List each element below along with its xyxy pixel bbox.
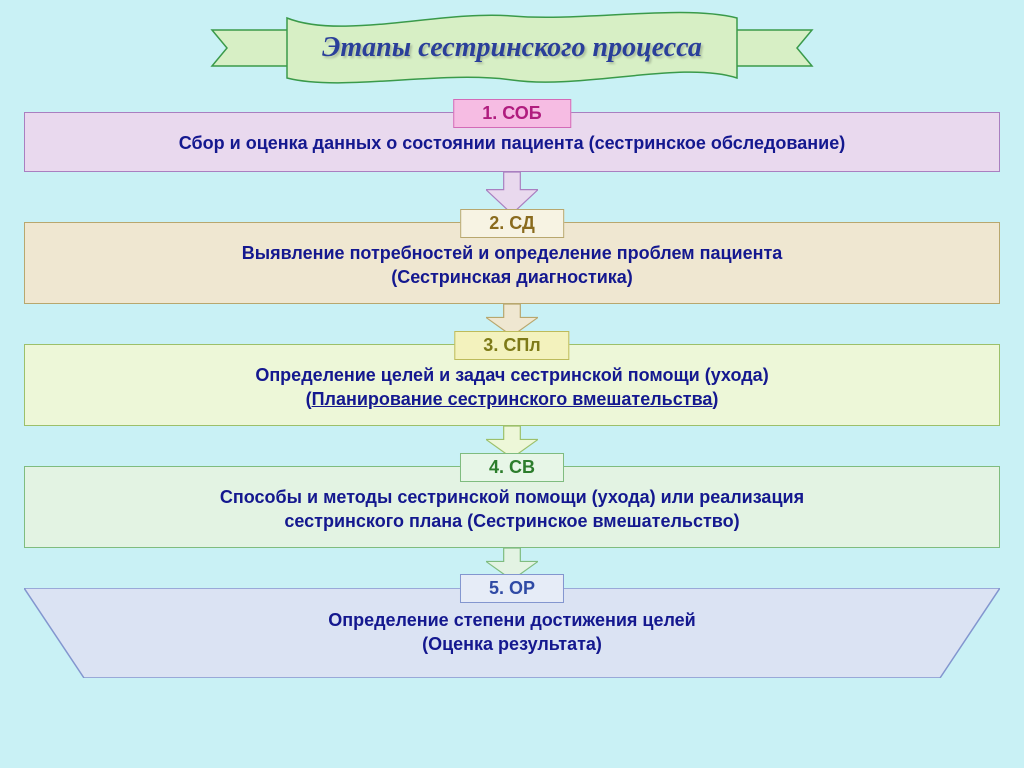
title-banner: Этапы сестринского процесса (192, 8, 832, 88)
stage-2-line1: Выявление потребностей и определение про… (242, 243, 783, 263)
stage-3-line1: Определение целей и задач сестринской по… (255, 365, 768, 385)
stage-5-label: 5. ОР (460, 574, 564, 603)
stage-5-line2: (Оценка результата) (422, 634, 602, 654)
stage-3-box: 3. СПл Определение целей и задач сестрин… (24, 344, 1000, 426)
stage-3-label: 3. СПл (454, 331, 569, 360)
stage-2-line2: (Сестринская диагностика) (391, 267, 633, 287)
stage-3-line2-under: Планирование сестринского вмешательства (312, 389, 713, 409)
arrow-1 (486, 172, 538, 214)
stage-5-line1: Определение степени достижения целей (328, 610, 696, 630)
stage-2-box: 2. СД Выявление потребностей и определен… (24, 222, 1000, 304)
stage-1-label: 1. СОБ (453, 99, 571, 128)
stage-4-line1: Способы и методы сестринской помощи (ухо… (220, 487, 804, 507)
stage-3-line2-post: ) (712, 389, 718, 409)
stage-4-line2: сестринского плана (Сестринское вмешател… (284, 511, 739, 531)
stage-4-box: 4. СВ Способы и методы сестринской помощ… (24, 466, 1000, 548)
banner-title: Этапы сестринского процесса (322, 32, 702, 64)
stage-5-body: Определение степени достижения целей (Оц… (24, 608, 1000, 657)
stage-1-line1: Сбор и оценка данных о состоянии пациент… (179, 133, 845, 153)
stage-1-box: 1. СОБ Сбор и оценка данных о состоянии … (24, 112, 1000, 172)
stage-4-label: 4. СВ (460, 453, 564, 482)
stage-2-label: 2. СД (460, 209, 564, 238)
stage-3-line2: (Планирование сестринского вмешательства… (306, 389, 719, 409)
stage-5-box: 5. ОР Определение степени достижения цел… (24, 588, 1000, 678)
